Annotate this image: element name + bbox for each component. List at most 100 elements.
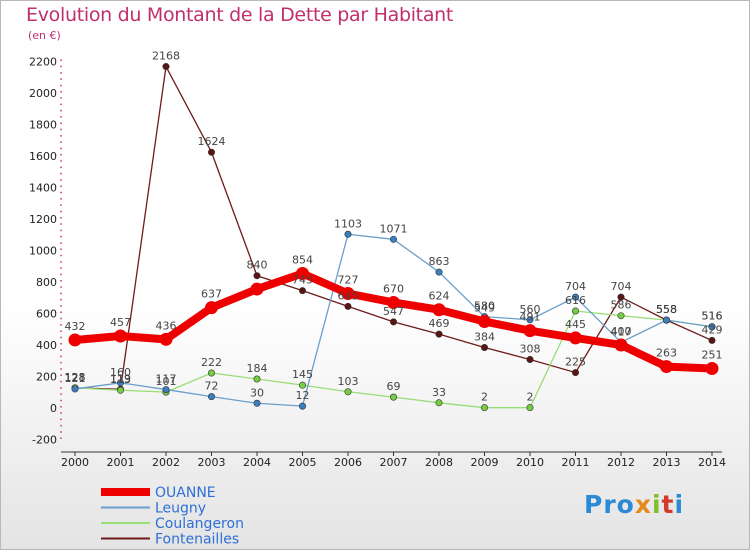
data-label: 251 — [702, 348, 723, 361]
data-point — [389, 393, 397, 401]
data-point — [250, 282, 264, 296]
data-point — [253, 399, 261, 407]
data-point — [523, 324, 537, 338]
data-point — [344, 388, 352, 396]
data-label: 457 — [110, 316, 131, 329]
y-tick-label: 1200 — [29, 213, 57, 226]
data-point — [344, 230, 352, 238]
data-label: 113 — [110, 373, 131, 386]
data-label: 558 — [656, 303, 677, 316]
data-point — [435, 330, 443, 338]
data-label: 558 — [656, 303, 677, 316]
data-point — [208, 369, 216, 377]
data-point — [117, 379, 125, 387]
data-label: 119 — [110, 372, 131, 385]
x-tick-label: 2005 — [289, 456, 317, 469]
x-tick-label: 2011 — [562, 456, 590, 469]
legend-label: Leugny — [155, 501, 206, 517]
data-label: 1103 — [334, 217, 362, 230]
data-point — [660, 360, 673, 374]
chart-subtitle: (en €) — [28, 29, 61, 42]
data-point — [387, 295, 400, 309]
logo-letter: t — [661, 490, 675, 519]
data-point — [344, 302, 352, 310]
data-label: 2 — [481, 391, 488, 404]
x-tick-label: 2013 — [653, 456, 681, 469]
series-ouanne — [68, 266, 719, 375]
y-tick-label: 800 — [36, 276, 57, 289]
data-label: 745 — [292, 274, 313, 287]
x-tick-label: 2009 — [471, 456, 499, 469]
data-label: 400 — [611, 325, 632, 338]
data-point — [71, 385, 79, 393]
chart-title: Evolution du Montant de la Dette par Hab… — [26, 4, 454, 26]
y-tick-label: 1400 — [29, 182, 57, 195]
data-point — [480, 344, 488, 352]
data-point — [208, 148, 216, 156]
x-tick-label: 2010 — [516, 456, 544, 469]
x-tick-label: 2007 — [380, 456, 408, 469]
data-label: 637 — [201, 288, 222, 301]
data-label: 33 — [432, 386, 446, 399]
logo-letter: x — [634, 490, 652, 519]
data-point — [614, 338, 628, 352]
data-point — [708, 336, 716, 344]
data-label: 704 — [611, 280, 632, 293]
legend-label: Coulangeron — [155, 516, 244, 532]
data-point — [526, 404, 534, 412]
data-label: 549 — [474, 302, 495, 315]
y-tick-label: 1600 — [29, 150, 57, 163]
data-label: 69 — [387, 380, 401, 393]
data-point — [435, 268, 443, 276]
data-label: 72 — [205, 380, 219, 393]
data-label: 469 — [429, 317, 450, 330]
data-point — [296, 266, 309, 280]
x-tick-label: 2002 — [152, 456, 180, 469]
data-point — [341, 286, 355, 300]
data-point — [571, 293, 579, 301]
data-point — [478, 315, 491, 329]
data-point — [298, 381, 306, 389]
data-point — [162, 386, 170, 394]
data-label: 840 — [247, 259, 268, 272]
data-label: 145 — [292, 368, 313, 381]
data-point — [389, 318, 397, 326]
data-point — [526, 355, 534, 363]
data-point — [435, 399, 443, 407]
data-label: 417 — [611, 325, 632, 338]
logo-letter: i — [651, 490, 662, 519]
data-label: 2168 — [152, 50, 180, 63]
data-point — [117, 386, 125, 394]
data-point — [569, 331, 582, 345]
data-label: 128 — [65, 371, 86, 384]
data-point — [114, 329, 127, 343]
data-point — [389, 235, 397, 243]
data-label: 560 — [520, 303, 541, 316]
data-label: 704 — [565, 280, 586, 293]
data-point — [162, 63, 170, 71]
legend-item-coulangeron: Coulangeron — [101, 516, 244, 532]
data-point — [526, 316, 534, 324]
data-label: 101 — [156, 375, 177, 388]
data-label: 624 — [429, 290, 450, 303]
data-point — [298, 287, 306, 295]
y-tick-label: -200 — [32, 434, 57, 447]
logo-letter: Pro — [584, 490, 635, 519]
data-label: 516 — [702, 310, 723, 323]
data-labels: 128 119 2168 1624 840 745 645 547 469 384 308 225 70… — [65, 50, 723, 404]
data-label: 580 — [474, 300, 495, 313]
y-tick-label: 1000 — [29, 245, 57, 258]
x-tick-label: 2014 — [698, 456, 726, 469]
data-label: 184 — [247, 362, 268, 375]
data-label: 429 — [702, 323, 723, 336]
legend-label: OUANNE — [155, 485, 216, 501]
y-tick-label: 1800 — [29, 119, 57, 132]
data-label: 160 — [110, 366, 131, 379]
x-tick-label: 2008 — [425, 456, 453, 469]
data-point — [159, 332, 173, 346]
data-label: 121 — [65, 372, 86, 385]
x-tick-label: 2003 — [198, 456, 226, 469]
